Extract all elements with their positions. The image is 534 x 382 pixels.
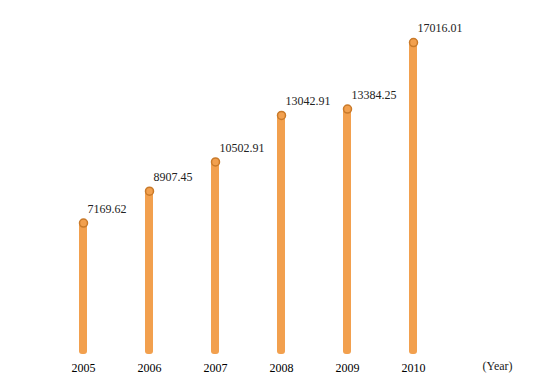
svg-text:(Year): (Year): [483, 359, 513, 373]
svg-text:8907.45: 8907.45: [154, 170, 193, 184]
svg-text:13042.91: 13042.91: [286, 94, 331, 108]
svg-text:17016.01: 17016.01: [418, 21, 463, 35]
svg-text:13384.25: 13384.25: [352, 88, 397, 102]
svg-text:2008: 2008: [270, 361, 294, 375]
svg-text:2009: 2009: [336, 361, 360, 375]
svg-text:2010: 2010: [402, 361, 426, 375]
svg-text:2006: 2006: [138, 361, 162, 375]
svg-text:2005: 2005: [72, 361, 96, 375]
svg-text:7169.62: 7169.62: [88, 202, 127, 216]
svg-text:10502.91: 10502.91: [220, 141, 265, 155]
svg-text:2007: 2007: [204, 361, 228, 375]
